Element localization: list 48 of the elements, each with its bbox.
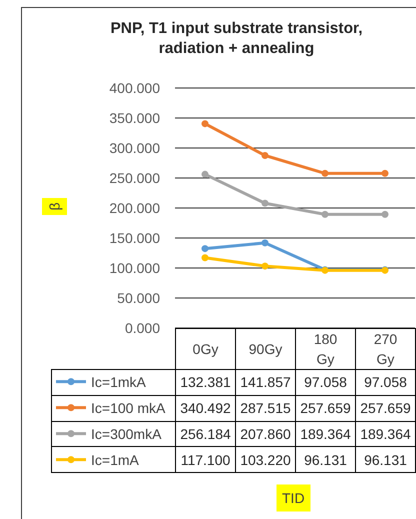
text: TID bbox=[282, 490, 305, 506]
point bbox=[262, 262, 268, 270]
data-label: 257.659 bbox=[356, 395, 416, 422]
point bbox=[262, 152, 268, 159]
point bbox=[202, 245, 208, 252]
y-tick-label: 250.000 bbox=[109, 170, 160, 186]
data-label: 96.131 bbox=[356, 446, 416, 473]
y-tick-label: 200.000 bbox=[109, 200, 160, 216]
point bbox=[202, 254, 208, 262]
x-tick-label: 270 Gy bbox=[356, 328, 416, 370]
legend-label: Ic=100 mkA bbox=[91, 400, 166, 416]
point bbox=[382, 170, 388, 177]
data-label: 256.184 bbox=[176, 421, 236, 447]
chart-title: PNP, T1 input substrate transistor, radiation + annealing bbox=[110, 20, 363, 58]
point bbox=[262, 239, 268, 246]
data-label: 97.058 bbox=[356, 370, 416, 396]
point bbox=[322, 170, 328, 177]
y-tick-label: 0.000 bbox=[124, 320, 160, 336]
data-label: 103.220 bbox=[236, 446, 296, 473]
legend-label: Ic=1mkA bbox=[91, 374, 147, 390]
x-tick-label: 90Gy bbox=[236, 328, 296, 370]
point bbox=[262, 200, 268, 207]
data-label: 96.131 bbox=[296, 446, 356, 473]
data-label: 141.857 bbox=[236, 370, 296, 396]
y-tick-label: 350.000 bbox=[109, 110, 160, 126]
point bbox=[202, 170, 208, 178]
y-tick-label: 150.000 bbox=[109, 230, 160, 246]
y-axis-title: β bbox=[46, 202, 62, 210]
point bbox=[382, 210, 388, 218]
data-label: 189.364 bbox=[356, 421, 416, 447]
y-tick-label: 100.000 bbox=[109, 260, 160, 276]
x-tick-label: 180 Gy bbox=[296, 328, 356, 370]
data-label: 117.100 bbox=[176, 446, 236, 473]
data-label: 340.492 bbox=[176, 395, 236, 422]
legend-label: Ic=300mkA bbox=[91, 426, 162, 442]
point bbox=[322, 210, 328, 218]
y-tick-label: 50.000 bbox=[117, 290, 160, 306]
point bbox=[202, 120, 208, 128]
data-label: 132.381 bbox=[176, 370, 236, 396]
data-label: 257.659 bbox=[296, 395, 356, 422]
data-label: 189.364 bbox=[296, 421, 356, 447]
data-label: 287.515 bbox=[236, 395, 296, 422]
y-tick-label: 400.000 bbox=[109, 80, 160, 96]
y-tick-label: 300.000 bbox=[109, 140, 160, 156]
data-label: 97.058 bbox=[296, 370, 356, 396]
legend-label: Ic=1mA bbox=[91, 452, 140, 468]
x-tick-label: 0Gy bbox=[176, 328, 236, 370]
data-label: 207.860 bbox=[236, 421, 296, 447]
